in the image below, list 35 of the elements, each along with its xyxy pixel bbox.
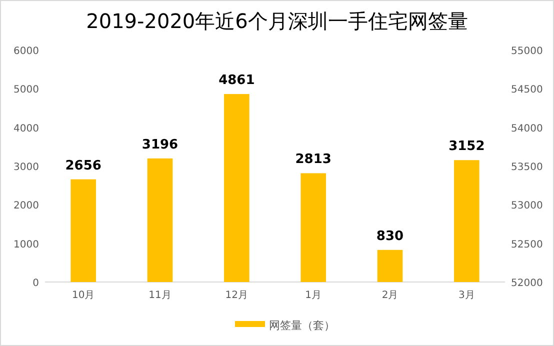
y-tick-label: 2000 (14, 200, 39, 212)
bar (377, 250, 403, 282)
data-label: 3152 (448, 139, 485, 154)
data-label: 2656 (65, 158, 102, 174)
x-tick-label: 2月 (382, 290, 398, 301)
x-tick-label: 3月 (458, 290, 475, 301)
y2-tick-label: 53500 (511, 162, 543, 173)
y2-tick-label: 53000 (511, 200, 543, 212)
bar (224, 94, 250, 282)
chart-title: 2019-2020年近6个月深圳一手住宅网签量 (86, 9, 468, 33)
x-tick-label: 12月 (225, 290, 248, 301)
y2-tick-label: 55000 (511, 46, 543, 57)
x-tick-label: 11月 (148, 290, 172, 301)
y2-tick-label: 52000 (511, 278, 543, 289)
bar (454, 160, 480, 282)
y-tick-label: 6000 (14, 46, 39, 57)
legend-label: 网签量（套） (269, 319, 335, 332)
y2-tick-label: 54500 (511, 84, 543, 96)
y2-tick-label: 52500 (511, 239, 543, 250)
y-tick-label: 4000 (14, 123, 39, 134)
data-label: 4861 (218, 73, 255, 88)
y-tick-label: 5000 (14, 84, 39, 96)
bar (300, 173, 326, 282)
bar (147, 158, 173, 282)
bar (70, 179, 96, 282)
data-label: 2813 (295, 152, 332, 168)
data-label: 3196 (142, 137, 178, 152)
legend: 网签量（套） (235, 319, 335, 332)
y-tick-label: 0 (32, 278, 39, 289)
data-label: 830 (376, 228, 404, 244)
y-tick-label: 3000 (14, 162, 39, 173)
y-tick-label: 1000 (14, 239, 39, 250)
x-tick-label: 10月 (72, 290, 95, 301)
x-tick-label: 1月 (305, 290, 322, 301)
y2-tick-label: 54000 (511, 123, 543, 134)
